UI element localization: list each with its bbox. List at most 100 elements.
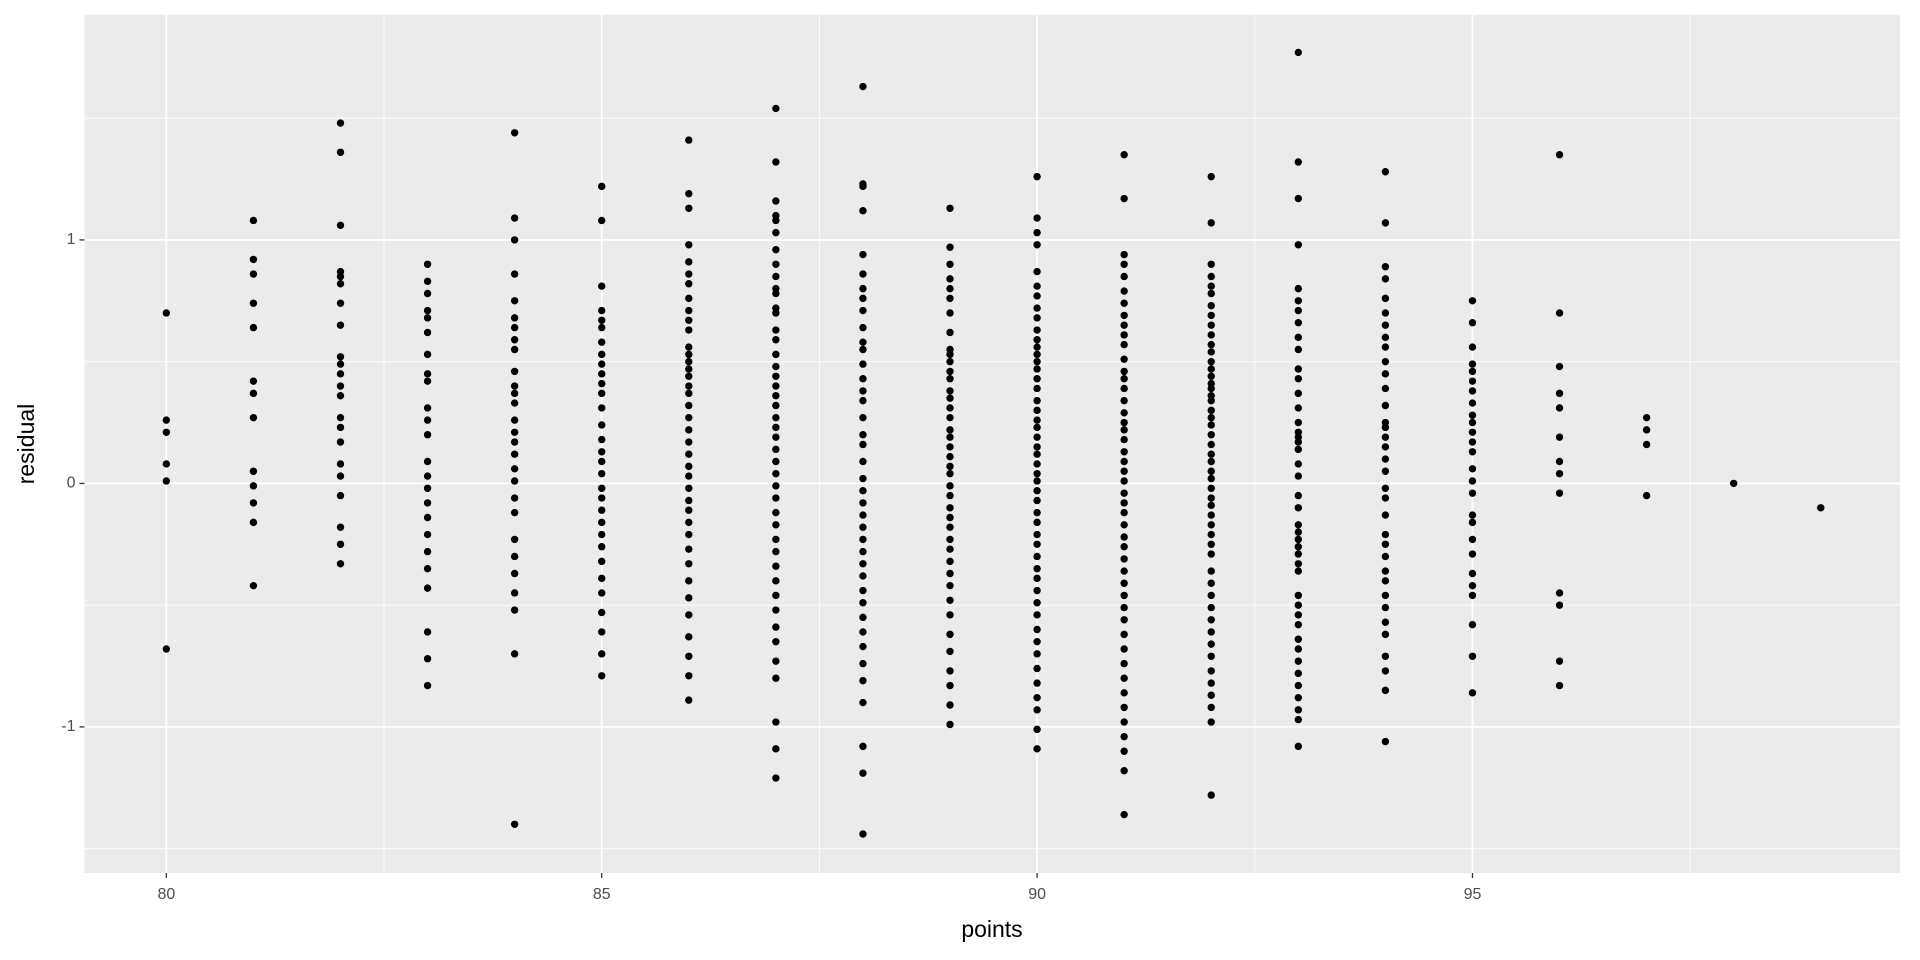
- point: [1033, 518, 1041, 527]
- point: [1207, 591, 1215, 600]
- point: [336, 472, 345, 480]
- point: [946, 387, 954, 395]
- point: [1294, 611, 1303, 619]
- point: [1381, 370, 1390, 378]
- point: [1033, 599, 1041, 607]
- point: [859, 535, 867, 544]
- point: [1642, 413, 1651, 422]
- point: [1033, 564, 1041, 573]
- point: [946, 630, 954, 639]
- point: [1120, 732, 1128, 741]
- point: [510, 270, 519, 278]
- point: [859, 457, 867, 466]
- point: [510, 820, 519, 829]
- point: [1294, 560, 1303, 568]
- point: [685, 401, 693, 410]
- point: [1207, 396, 1215, 405]
- point: [1817, 504, 1825, 512]
- point: [859, 572, 867, 580]
- point: [1033, 625, 1041, 634]
- point: [510, 389, 519, 398]
- point: [1381, 309, 1390, 317]
- point: [1555, 589, 1564, 597]
- point: [1381, 567, 1390, 575]
- point: [946, 367, 954, 376]
- point: [946, 535, 954, 544]
- point: [772, 158, 780, 166]
- point: [1381, 494, 1390, 502]
- points: [162, 48, 1825, 838]
- point: [1120, 703, 1128, 712]
- point: [249, 413, 258, 422]
- x-tick-label: 90: [1028, 886, 1046, 903]
- point: [1207, 406, 1215, 415]
- y-tick-label: -1: [61, 718, 75, 735]
- point: [1294, 715, 1303, 724]
- point: [772, 718, 780, 726]
- point: [336, 360, 345, 368]
- point: [946, 462, 954, 471]
- point: [772, 591, 780, 600]
- point: [1033, 304, 1041, 312]
- point: [685, 280, 693, 288]
- point: [1033, 314, 1041, 322]
- point: [772, 336, 780, 344]
- point: [685, 462, 693, 471]
- point: [1120, 567, 1128, 575]
- point: [772, 216, 780, 225]
- point: [249, 499, 258, 507]
- point: [598, 216, 606, 225]
- point: [1294, 601, 1303, 609]
- point: [1120, 674, 1128, 682]
- point: [946, 581, 954, 590]
- point: [1207, 691, 1215, 699]
- point: [1120, 543, 1128, 551]
- point: [1207, 311, 1215, 320]
- point: [1207, 467, 1215, 475]
- point: [1468, 319, 1477, 327]
- point: [685, 316, 693, 324]
- point: [598, 574, 606, 583]
- point: [1033, 172, 1041, 181]
- point: [685, 633, 693, 641]
- point: [772, 289, 780, 298]
- point: [423, 584, 432, 592]
- point: [946, 309, 954, 317]
- point: [1381, 540, 1390, 548]
- point: [1120, 260, 1128, 268]
- point: [162, 477, 171, 485]
- point: [1294, 645, 1303, 653]
- point: [772, 577, 780, 585]
- point: [1381, 294, 1390, 303]
- point: [510, 428, 519, 436]
- point: [772, 413, 780, 422]
- point: [336, 523, 345, 531]
- point: [1033, 637, 1041, 646]
- point: [1294, 445, 1303, 454]
- point: [685, 343, 693, 351]
- point: [336, 413, 345, 422]
- point: [1381, 652, 1390, 660]
- point: [946, 328, 954, 337]
- point: [1033, 745, 1041, 753]
- point: [1120, 457, 1128, 466]
- point: [1120, 579, 1128, 587]
- point: [685, 438, 693, 446]
- point: [859, 547, 867, 556]
- point: [859, 499, 867, 507]
- point: [336, 560, 345, 568]
- point: [336, 272, 345, 281]
- point: [1207, 421, 1215, 429]
- point: [946, 204, 954, 212]
- point: [685, 518, 693, 527]
- point: [946, 275, 954, 283]
- point: [1207, 331, 1215, 339]
- point: [1294, 528, 1303, 536]
- point: [1033, 679, 1041, 687]
- point: [598, 370, 606, 378]
- point: [598, 506, 606, 514]
- x-tick-label: 95: [1464, 886, 1482, 903]
- grid: [84, 14, 1900, 873]
- point: [1207, 357, 1215, 366]
- point: [946, 667, 954, 675]
